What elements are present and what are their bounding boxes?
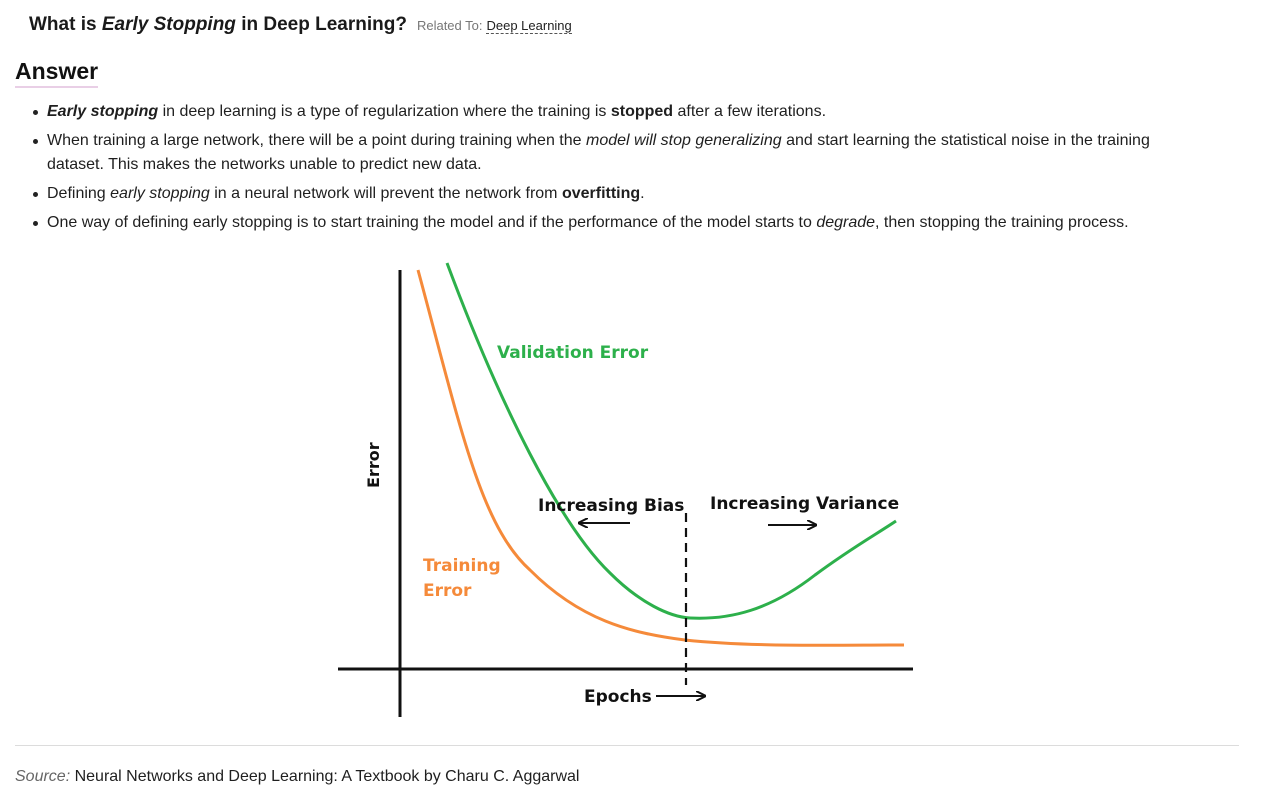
list-item: One way of defining early stopping is to… <box>33 211 1207 235</box>
bullet-text: in a neural network will prevent the net… <box>209 185 562 202</box>
bullet-text: , then stopping the training process. <box>875 214 1129 231</box>
bullet-text: When training a large network, there wil… <box>47 132 586 149</box>
bullet-text: after a few iterations. <box>673 103 827 120</box>
source-citation: Source: Neural Networks and Deep Learnin… <box>15 768 579 786</box>
training-error-label-line1: Training <box>423 556 501 576</box>
bullet-text: . <box>640 185 645 202</box>
list-item: Early stopping in deep learning is a typ… <box>33 100 1207 124</box>
bullet-emphasis: degrade <box>816 214 876 231</box>
question-title: What is Early Stopping in Deep Learning? <box>29 14 407 36</box>
answer-bullet-list: Early stopping in deep learning is a typ… <box>33 100 1207 240</box>
related-topic-link[interactable]: Deep Learning <box>486 18 572 34</box>
list-item: Defining early stopping in a neural netw… <box>33 182 1207 206</box>
bullet-text: in deep learning is a type of regulariza… <box>158 103 611 120</box>
validation-error-curve <box>445 262 897 620</box>
source-text: Neural Networks and Deep Learning: A Tex… <box>70 768 580 785</box>
bullet-text: One way of defining early stopping is to… <box>47 214 817 231</box>
title-pre: What is <box>29 14 102 35</box>
y-axis-label: Error <box>364 442 383 488</box>
section-divider <box>15 745 1239 746</box>
bullet-text: and start learning the statistical noise… <box>47 132 1150 173</box>
early-stopping-diagram: Validation Error Training Error Increasi… <box>338 262 913 717</box>
training-error-curve <box>416 269 905 647</box>
x-axis-label: Epochs <box>584 687 652 707</box>
bullet-emphasis: model will stop generalizing <box>585 132 782 149</box>
answer-heading: Answer <box>15 58 99 88</box>
training-error-label-line2: Error <box>423 581 472 601</box>
validation-error-label: Validation Error <box>497 343 649 363</box>
bullet-bold: overfitting <box>561 185 641 202</box>
question-header: What is Early Stopping in Deep Learning?… <box>29 14 572 36</box>
bullet-text: Defining <box>47 185 111 202</box>
related-label: Related To: <box>416 18 483 33</box>
variance-label: Increasing Variance <box>710 494 899 514</box>
bias-label: Increasing Bias <box>538 496 684 516</box>
title-emphasis: Early Stopping <box>101 14 236 35</box>
source-label: Source: <box>15 768 71 785</box>
list-item: When training a large network, there wil… <box>33 129 1207 177</box>
bullet-emphasis: Early stopping <box>47 103 159 120</box>
bullet-bold: stopped <box>610 103 674 120</box>
bullet-emphasis: early stopping <box>110 185 210 202</box>
title-post: in Deep Learning? <box>235 14 407 35</box>
